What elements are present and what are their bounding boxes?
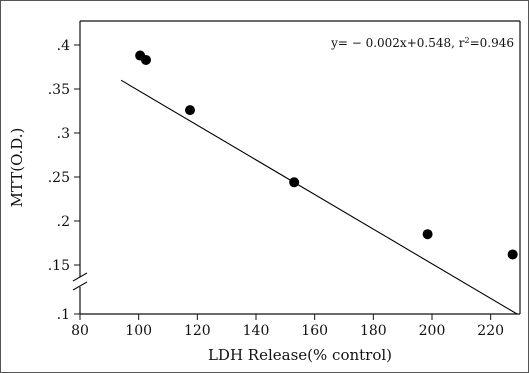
data-point — [185, 105, 195, 116]
y-tick-label: .3 — [57, 126, 70, 142]
x-tick-label: 220 — [477, 323, 504, 339]
y-tick-label: .2 — [57, 214, 70, 230]
y-tick-label: .35 — [48, 82, 70, 98]
data-point — [141, 54, 151, 65]
regression-line — [120, 79, 518, 315]
y-axis-title: MTT(O.D.) — [8, 128, 26, 208]
data-point — [422, 229, 433, 240]
y-ticks: .1 .15 .2 .25 .3 .35 .4 — [48, 38, 80, 323]
x-tick-label: 200 — [419, 323, 446, 339]
axis-break-mark-upper — [72, 272, 88, 282]
x-axis-title: LDH Release(% control) — [208, 346, 392, 364]
axes — [72, 20, 521, 315]
equation-superscript: 2 — [464, 36, 469, 45]
x-tick-label: 100 — [125, 323, 152, 339]
data-point — [507, 249, 518, 260]
equation-tail: =0.946 — [470, 36, 514, 50]
y-tick-label: .25 — [48, 170, 70, 186]
regression-equation: y= − 0.002x+0.548, r2=0.946 — [330, 36, 514, 51]
data-point — [289, 177, 300, 188]
y-tick-label: .1 — [57, 307, 70, 323]
y-tick-label: .4 — [57, 38, 70, 54]
x-tick-label: 160 — [301, 323, 328, 339]
axis-break-mark-lower — [72, 281, 88, 291]
y-tick-label: .15 — [48, 258, 70, 274]
data-points — [135, 50, 518, 260]
x-tick-label: 120 — [184, 323, 211, 339]
x-tick-label: 180 — [360, 323, 387, 339]
x-ticks: 80 100 120 140 160 180 200 220 — [71, 314, 504, 339]
x-tick-label: 80 — [71, 323, 89, 339]
x-tick-label: 140 — [243, 323, 270, 339]
equation-formula: y= − 0.002x+0.548, r — [330, 36, 465, 50]
